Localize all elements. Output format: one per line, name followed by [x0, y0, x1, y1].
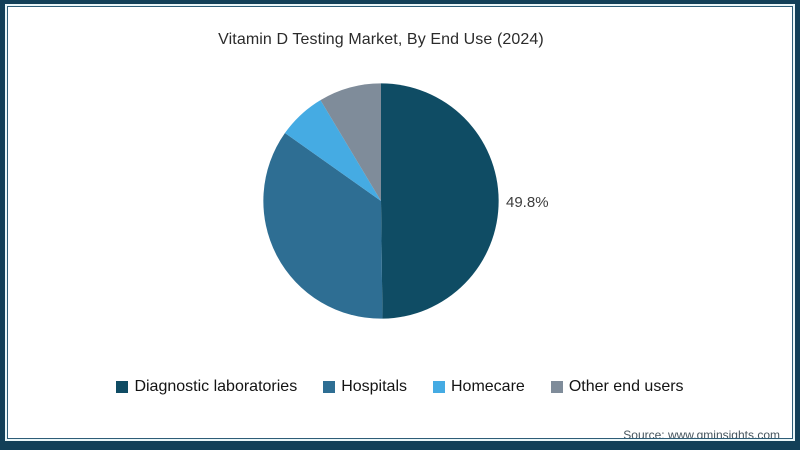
- source-attribution: Source: www.gminsights.com: [623, 428, 780, 442]
- legend-item-diagnostic-laboratories: Diagnostic laboratories: [116, 378, 297, 396]
- legend-swatch-icon: [116, 381, 129, 393]
- pie-slice-other-end-users: [320, 83, 381, 201]
- legend: Diagnostic laboratories Hospitals Homecare…: [0, 378, 800, 396]
- legend-item-other-end-users: Other end users: [550, 378, 684, 396]
- pie-data-label: 49.8%: [506, 194, 549, 211]
- legend-swatch-icon: [433, 381, 445, 393]
- legend-swatch-icon: [323, 381, 336, 393]
- pie-slice-homecare: [284, 100, 381, 201]
- pie-chart: [263, 83, 499, 319]
- legend-label: Diagnostic laboratories: [134, 378, 298, 395]
- pie-slice-diagnostic-laboratories: [381, 83, 499, 319]
- legend-label: Homecare: [451, 378, 525, 395]
- legend-label: Hospitals: [341, 378, 407, 395]
- chart-title: Vitamin D Testing Market, By End Use (20…: [218, 31, 544, 48]
- legend-item-homecare: Homecare: [433, 378, 525, 396]
- legend-item-hospitals: Hospitals: [323, 378, 407, 396]
- pie-slice-hospitals: [263, 133, 383, 319]
- legend-label: Other end users: [568, 378, 684, 395]
- legend-swatch-icon: [550, 381, 563, 393]
